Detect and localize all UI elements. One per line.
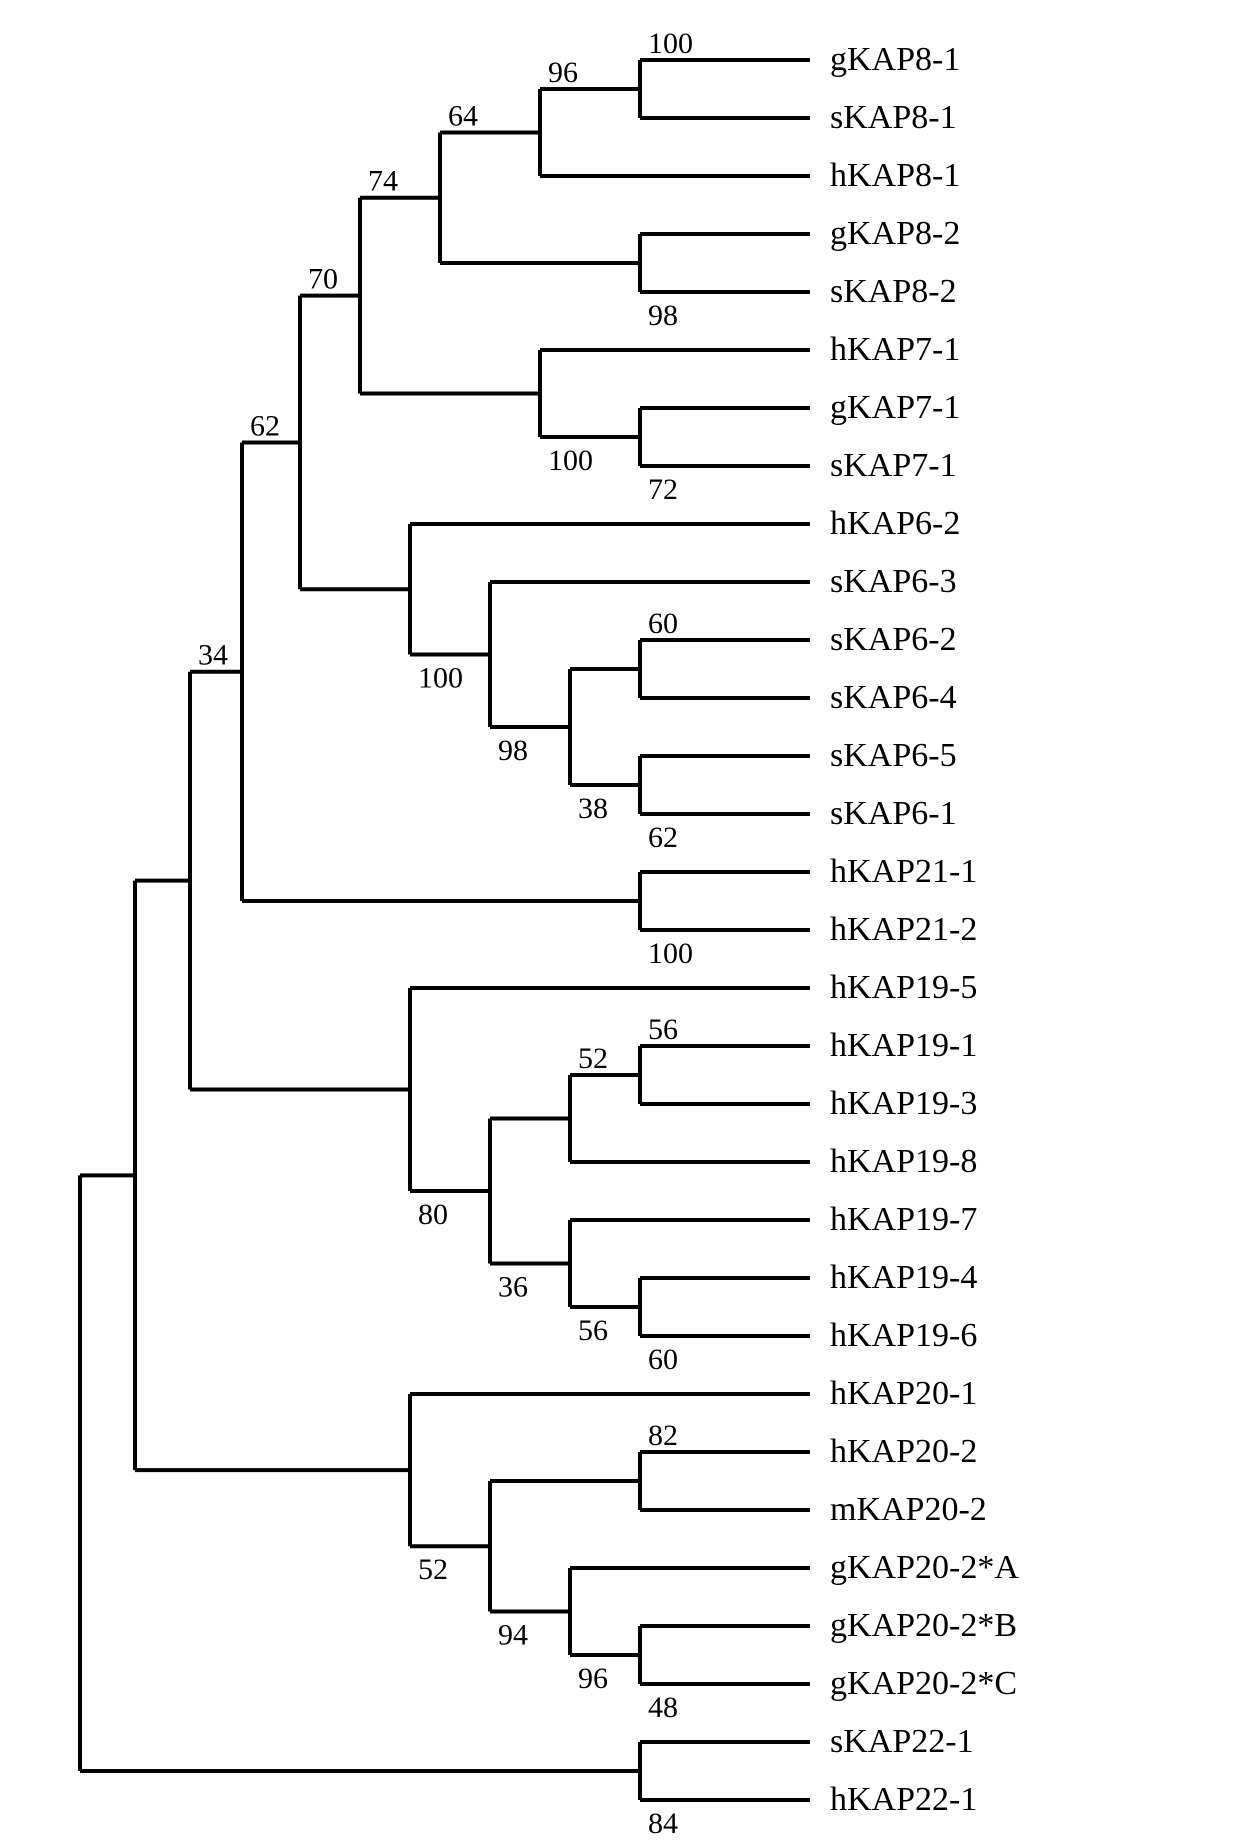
bootstrap-value: 38 [578, 792, 608, 825]
leaf-label: sKAP8-2 [830, 273, 957, 310]
leaf-label: mKAP20-2 [830, 1491, 987, 1528]
bootstrap-value: 62 [648, 821, 678, 854]
bootstrap-value: 96 [578, 1662, 608, 1695]
leaf-label: gKAP20-2*B [830, 1607, 1017, 1644]
bootstrap-value: 80 [418, 1198, 448, 1231]
bootstrap-value: 48 [648, 1691, 678, 1724]
leaf-label: hKAP20-1 [830, 1375, 977, 1412]
bootstrap-value: 56 [648, 1013, 678, 1046]
leaf-label: hKAP8-1 [830, 157, 960, 194]
bootstrap-value: 98 [648, 299, 678, 332]
leaf-label: sKAP6-4 [830, 679, 957, 716]
bootstrap-value: 94 [498, 1618, 528, 1651]
leaf-label: sKAP8-1 [830, 99, 957, 136]
bootstrap-value: 60 [648, 607, 678, 640]
bootstrap-value: 100 [648, 27, 693, 60]
leaf-label: sKAP6-5 [830, 737, 957, 774]
leaf-label: gKAP8-2 [830, 215, 960, 252]
bootstrap-value: 84 [648, 1807, 678, 1840]
leaf-label: hKAP19-6 [830, 1317, 977, 1354]
bootstrap-value: 100 [648, 937, 693, 970]
leaf-label: gKAP7-1 [830, 389, 960, 426]
leaf-label: hKAP21-2 [830, 911, 977, 948]
leaf-label: hKAP19-5 [830, 969, 977, 1006]
bootstrap-value: 52 [418, 1553, 448, 1586]
bootstrap-value: 74 [368, 165, 398, 198]
bootstrap-value: 36 [498, 1270, 528, 1303]
leaf-label: hKAP19-8 [830, 1143, 977, 1180]
leaf-label: hKAP19-4 [830, 1259, 977, 1296]
leaf-label: hKAP19-1 [830, 1027, 977, 1064]
leaf-label: gKAP8-1 [830, 41, 960, 78]
bootstrap-value: 70 [308, 263, 338, 296]
leaf-label: sKAP7-1 [830, 447, 957, 484]
leaf-label: sKAP6-3 [830, 563, 957, 600]
leaf-label: hKAP22-1 [830, 1781, 977, 1818]
leaf-label: sKAP22-1 [830, 1723, 974, 1760]
bootstrap-value: 72 [648, 473, 678, 506]
leaf-label: sKAP6-2 [830, 621, 957, 658]
leaf-label: gKAP20-2*A [830, 1549, 1019, 1586]
leaf-label: hKAP6-2 [830, 505, 960, 542]
bootstrap-value: 56 [578, 1314, 608, 1347]
bootstrap-value: 60 [648, 1343, 678, 1376]
bootstrap-value: 100 [548, 444, 593, 477]
leaf-label: hKAP20-2 [830, 1433, 977, 1470]
bootstrap-value: 100 [418, 661, 463, 694]
bootstrap-value: 96 [548, 56, 578, 89]
leaf-label: hKAP19-3 [830, 1085, 977, 1122]
bootstrap-value: 34 [198, 639, 228, 672]
bootstrap-value: 62 [250, 409, 280, 442]
leaf-label: gKAP20-2*C [830, 1665, 1017, 1702]
leaf-label: hKAP19-7 [830, 1201, 977, 1238]
leaf-label: hKAP7-1 [830, 331, 960, 368]
leaf-label: sKAP6-1 [830, 795, 957, 832]
bootstrap-value: 52 [578, 1042, 608, 1075]
bootstrap-value: 98 [498, 734, 528, 767]
leaf-label: hKAP21-1 [830, 853, 977, 890]
bootstrap-value: 64 [448, 99, 478, 132]
bootstrap-value: 82 [648, 1419, 678, 1452]
phylogenetic-tree: 100 96 98 64 72 100 74 60 62 38 98 100 70 100 62 56 52 60… [0, 0, 1240, 1847]
